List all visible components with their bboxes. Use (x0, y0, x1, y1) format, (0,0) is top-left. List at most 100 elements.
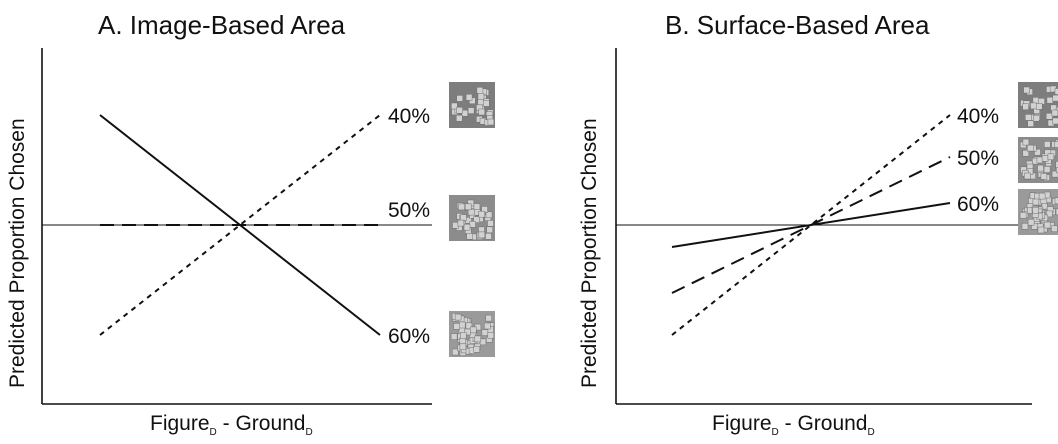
swatch-element (474, 335, 482, 343)
swatch-element (1021, 223, 1029, 230)
swatch-element (473, 216, 480, 223)
swatch-element (1032, 198, 1040, 206)
swatch-element (473, 203, 481, 210)
swatch-element (1040, 173, 1048, 180)
swatch-element (1055, 208, 1058, 216)
swatch-element (478, 231, 486, 239)
swatch-element (460, 332, 467, 339)
texture-swatch-dense (449, 311, 495, 357)
swatch-element (458, 203, 465, 211)
swatch-element (467, 107, 475, 114)
swatch-element (1033, 114, 1040, 122)
swatch-element (456, 107, 463, 114)
swatch-element (1032, 97, 1040, 104)
swatch-element (481, 329, 489, 336)
swatch-element (1051, 225, 1058, 232)
swatch-element (478, 108, 485, 116)
swatch-element (1027, 120, 1034, 127)
texture-swatch-sparse (1018, 82, 1058, 128)
swatch-element (1047, 153, 1055, 161)
x-axis-label-sub2: D (867, 427, 875, 438)
swatch-element (483, 100, 490, 107)
series-line-60pct (99, 114, 381, 336)
x-axis-label-main: Figure (712, 412, 772, 435)
swatch-element (469, 221, 476, 228)
swatch-element (1027, 144, 1034, 152)
swatch-element (1054, 141, 1058, 148)
plot-area: 40% 50% 60% (615, 48, 1058, 405)
swatch-element (454, 313, 462, 321)
swatch-element (473, 346, 480, 353)
swatch-element (456, 114, 463, 122)
swatch-element (1024, 172, 1031, 180)
swatch-element (451, 102, 458, 110)
x-axis-label-main2: Ground (235, 412, 306, 435)
swatch-element (1037, 164, 1044, 172)
swatch-element (1051, 109, 1058, 117)
chart-title: B. Surface-Based Area (665, 10, 930, 40)
series-label: 60% (957, 193, 999, 216)
texture-swatch-medium (449, 195, 495, 241)
swatch-element (460, 214, 467, 221)
swatch-element (1023, 86, 1030, 94)
swatch-element (1055, 161, 1058, 168)
x-axis-label-sep: - (778, 412, 798, 435)
swatch-element (457, 219, 465, 227)
x-axis-label: FigureD - GroundD (150, 412, 313, 438)
swatch-element (456, 95, 463, 102)
swatch-element (1027, 218, 1035, 226)
swatch-element (1041, 155, 1049, 162)
swatch-element (1022, 103, 1029, 110)
swatch-element (453, 323, 460, 330)
x-axis-label-sub: D (209, 427, 217, 438)
swatch-element (1025, 114, 1032, 121)
swatch-element (1046, 210, 1053, 218)
texture-swatch-sparse (449, 82, 495, 128)
swatch-element (1019, 212, 1027, 219)
texture-swatch-medium (1018, 137, 1058, 183)
swatch-element (1032, 207, 1039, 214)
swatch-element (1054, 197, 1058, 205)
swatch-element (1052, 94, 1058, 102)
swatch-element (1030, 102, 1037, 110)
swatch-element (470, 326, 477, 334)
swatch-element (463, 223, 471, 231)
swatch-element (1022, 150, 1030, 157)
x-axis-label-sep: - (216, 412, 236, 435)
swatch-element (1035, 103, 1043, 110)
swatch-element (1045, 113, 1053, 120)
x-axis-label-main: Figure (150, 412, 210, 435)
swatch-element (476, 87, 484, 94)
swatch-element (1051, 170, 1058, 178)
x-axis-label-sub2: D (305, 427, 313, 438)
swatch-element (465, 322, 473, 330)
series-label: 40% (957, 105, 999, 128)
swatch-element (1034, 148, 1041, 156)
series-label: 60% (388, 325, 430, 348)
swatch-element (487, 332, 495, 339)
swatch-element (1052, 117, 1058, 125)
swatch-element (452, 222, 459, 229)
x-axis-label-sub: D (771, 427, 779, 438)
swatch-element (484, 322, 491, 330)
swatch-element (458, 321, 466, 329)
swatch-element (1038, 192, 1046, 200)
swatch-element (459, 343, 467, 351)
swatch-element (464, 203, 472, 211)
chart-panel-b: B. Surface-Based Area Predicted Proporti… (572, 0, 1058, 444)
swatch-element (487, 118, 495, 126)
series-label: 50% (388, 199, 430, 222)
swatch-element (1054, 88, 1058, 95)
x-axis-label-main2: Ground (797, 412, 868, 435)
chart-panel-a: A. Image-Based Area Predicted Proportion… (6, 10, 495, 438)
swatch-element (450, 333, 458, 340)
series-line-60pct (671, 202, 951, 248)
swatch-element (1044, 141, 1051, 148)
swatch-element (1056, 166, 1058, 174)
chart-title: A. Image-Based Area (98, 10, 346, 40)
swatch-element (485, 211, 493, 219)
series-label: 40% (388, 105, 430, 128)
swatch-element (485, 233, 492, 240)
swatch-element (478, 210, 486, 218)
swatch-element (452, 348, 459, 356)
